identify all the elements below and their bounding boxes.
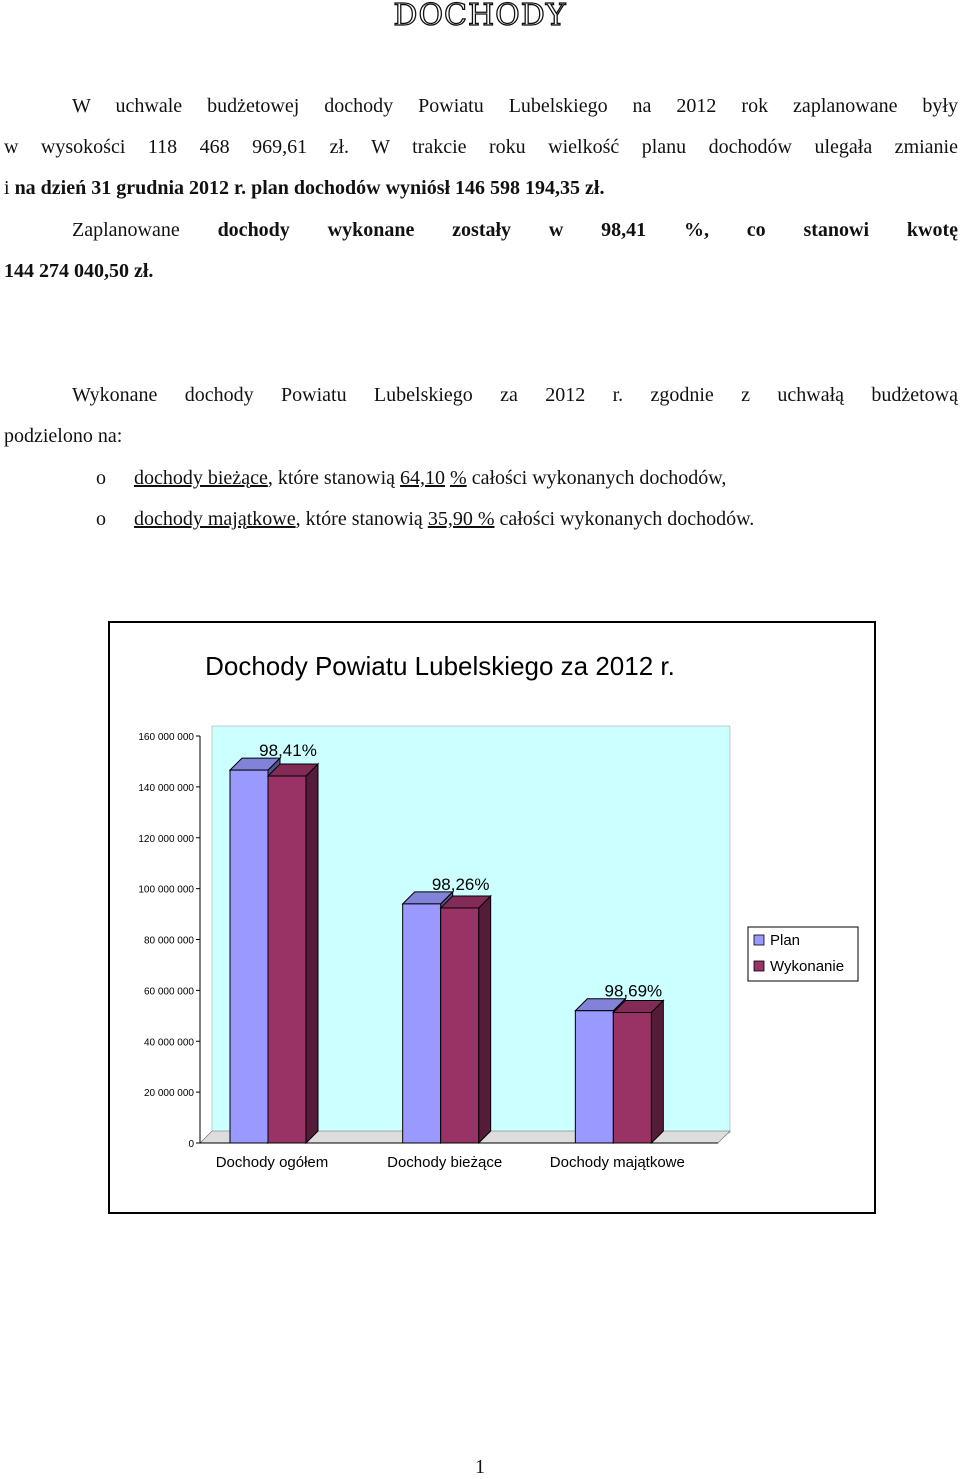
bullet-1-tail: całości wykonanych dochodów, — [466, 467, 727, 489]
paragraph-2-line-1-bold: dochody wykonane zostały w 98,41 %, co s… — [217, 219, 958, 241]
data-label: 98,41% — [259, 741, 317, 760]
revenue-bar-chart: Dochody Powiatu Lubelskiego za 2012 r. 0 2… — [138, 651, 859, 1171]
bullet-1-pct: % — [450, 467, 467, 489]
chart-title: Dochody Powiatu Lubelskiego za 2012 r. — [205, 651, 675, 681]
bar-plan — [229, 769, 269, 1144]
paragraph-1-line-3-plain: i — [4, 177, 15, 199]
bar-plan — [574, 1010, 614, 1144]
paragraph-2-line-1-plain: Zaplanowane — [72, 219, 218, 241]
legend-swatch-wykonanie — [753, 960, 765, 972]
legend-label: Plan — [770, 932, 800, 949]
category-label: Dochody ogółem — [216, 1154, 329, 1171]
paragraph-1-line-3-bold: na dzień 31 grudnia 2012 r. plan dochodó… — [14, 177, 605, 199]
bullet-1-term: dochody bieżące — [134, 467, 268, 489]
bullet-2-mid: , które stanowią — [295, 508, 428, 530]
y-tick-label: 100 000 000 — [138, 885, 194, 896]
legend-label: Wykonanie — [770, 958, 844, 975]
paragraph-1-line-1: W uchwale budżetowej dochody Powiatu Lub… — [72, 95, 958, 117]
y-tick-label: 120 000 000 — [138, 834, 194, 845]
bar-plan — [402, 903, 442, 1144]
bullet-item-1: dochody bieżące, które stanowią 64,10 % … — [134, 466, 726, 490]
bar-wykonanie — [440, 907, 480, 1144]
page-title: DOCHODY — [393, 0, 567, 34]
data-label: 98,69% — [604, 982, 662, 1001]
paragraph-1-line-2: w wysokości 118 468 969,61 zł. W trakcie… — [4, 136, 958, 158]
paragraph-2-line-2: 144 274 040,50 zł. — [4, 259, 958, 283]
y-tick-label: 40 000 000 — [144, 1037, 194, 1048]
paragraph-3-line-1: Wykonane dochody Powiatu Lubelskiego za … — [72, 384, 958, 406]
paragraph-2-line-1: Zaplanowane dochody wykonane zostały w 9… — [4, 218, 958, 242]
bar-wykonanie — [267, 775, 307, 1144]
y-tick-label: 20 000 000 — [144, 1088, 194, 1099]
paragraph-3-line-2: podzielono na: — [4, 425, 123, 447]
bar-wykonanie — [612, 1012, 652, 1144]
legend-box — [747, 926, 859, 982]
category-label: Dochody bieżące — [387, 1154, 502, 1171]
chart-frame: Dochody Powiatu Lubelskiego za 2012 r. 0 2… — [108, 621, 876, 1214]
y-tick-label: 160 000 000 — [138, 732, 194, 743]
y-tick-label: 80 000 000 — [144, 936, 194, 947]
legend-swatch-plan — [753, 934, 765, 946]
bullet-1-mid: , które stanowią — [267, 467, 401, 489]
bullet-marker-2: o — [96, 508, 106, 530]
data-label: 98,26% — [432, 875, 490, 894]
bullet-2-term: dochody majątkowe — [134, 508, 296, 530]
bar-side-wykonanie — [650, 999, 664, 1145]
bullet-2-value: 35,90 % — [427, 508, 495, 530]
paragraph-2-line-2-bold: 144 274 040,50 zł. — [4, 260, 154, 282]
bar-side-wykonanie — [305, 762, 319, 1145]
y-tick-label: 140 000 000 — [138, 783, 194, 794]
bullet-item-2: dochody majątkowe, które stanowią 35,90 … — [134, 507, 754, 531]
bullet-2-tail: całości wykonanych dochodów. — [494, 508, 755, 530]
y-tick-label: 0 — [188, 1139, 194, 1150]
bullet-marker-1: o — [96, 467, 106, 489]
y-tick-label: 60 000 000 — [144, 986, 194, 997]
bullet-1-value: 64,10 — [400, 467, 446, 489]
page-number: 1 — [475, 1456, 485, 1478]
bar-side-wykonanie — [478, 894, 492, 1145]
category-label: Dochody majątkowe — [550, 1154, 685, 1171]
paragraph-1-line-3: i na dzień 31 grudnia 2012 r. plan docho… — [4, 176, 958, 200]
